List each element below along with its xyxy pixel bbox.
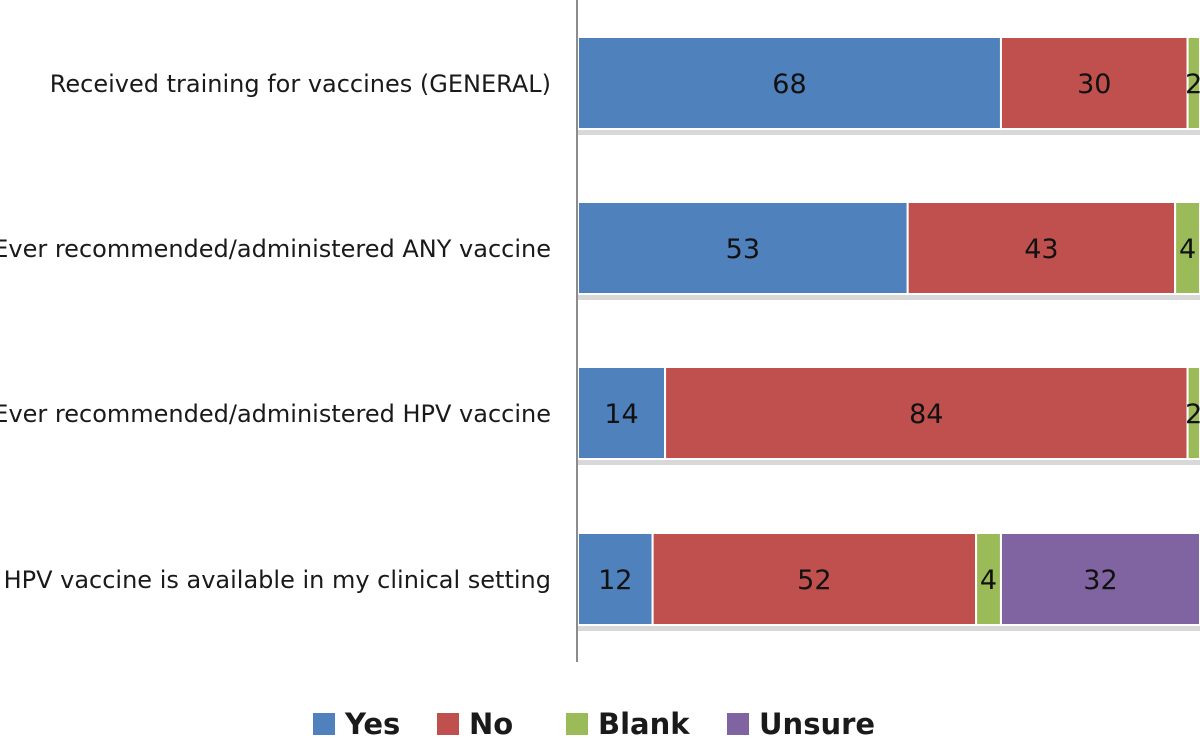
- value-label-yes-3: 14: [604, 399, 638, 430]
- legend-label-blank: Blank: [598, 707, 690, 738]
- value-label-yes-2: 53: [726, 234, 760, 265]
- value-label-no-4: 52: [797, 565, 831, 596]
- legend-label-yes: Yes: [344, 707, 400, 738]
- value-label-unsure-4: 32: [1083, 565, 1117, 596]
- bar-shadow: [578, 129, 1200, 135]
- bar-segments: [577, 36, 1200, 626]
- bar-blank-1: [1186, 36, 1200, 130]
- legend-label-unsure: Unsure: [759, 707, 875, 738]
- category-label-2: Ever recommended/administered ANY vaccin…: [0, 235, 551, 263]
- legend-swatch-blank: [566, 713, 588, 735]
- legend-swatch-unsure: [727, 713, 749, 735]
- category-label-1: Received training for vaccines (GENERAL): [50, 70, 551, 98]
- legend-swatch-yes: [313, 713, 335, 735]
- legend-label-no: No: [469, 707, 513, 738]
- bar-shadow: [578, 459, 1200, 465]
- value-label-blank-2: 4: [1179, 234, 1196, 265]
- value-label-blank-3: 2: [1185, 399, 1200, 430]
- bar-unsure-4: [999, 532, 1200, 626]
- category-label-3: Ever recommended/administered HPV vaccin…: [0, 400, 551, 428]
- category-labels: Received training for vaccines (GENERAL)…: [0, 70, 551, 594]
- bar-no-2: [906, 201, 1177, 295]
- value-label-yes-4: 12: [598, 565, 632, 596]
- bar-yes-4: [577, 532, 654, 626]
- value-label-no-1: 30: [1077, 69, 1111, 100]
- value-label-yes-1: 68: [772, 69, 806, 100]
- value-label-blank-1: 2: [1185, 69, 1200, 100]
- value-labels: 68 30 2 53 43 4 14 84 2 12 52 4 32: [598, 69, 1200, 596]
- bar-yes-1: [577, 36, 1002, 130]
- bar-no-1: [999, 36, 1189, 130]
- bar-shadow: [578, 294, 1200, 300]
- bar-shadow: [578, 625, 1200, 631]
- bar-blank-4: [975, 532, 1002, 626]
- value-label-no-2: 43: [1024, 234, 1058, 265]
- value-label-blank-4: 4: [980, 565, 997, 596]
- bar-shadows: [578, 129, 1200, 631]
- legend: Yes No Blank Unsure: [313, 707, 875, 738]
- bar-yes-2: [577, 201, 909, 295]
- category-label-4: HPV vaccine is available in my clinical …: [4, 566, 551, 594]
- legend-swatch-no: [437, 713, 459, 735]
- value-label-no-3: 84: [909, 399, 943, 430]
- bar-blank-3: [1186, 366, 1200, 460]
